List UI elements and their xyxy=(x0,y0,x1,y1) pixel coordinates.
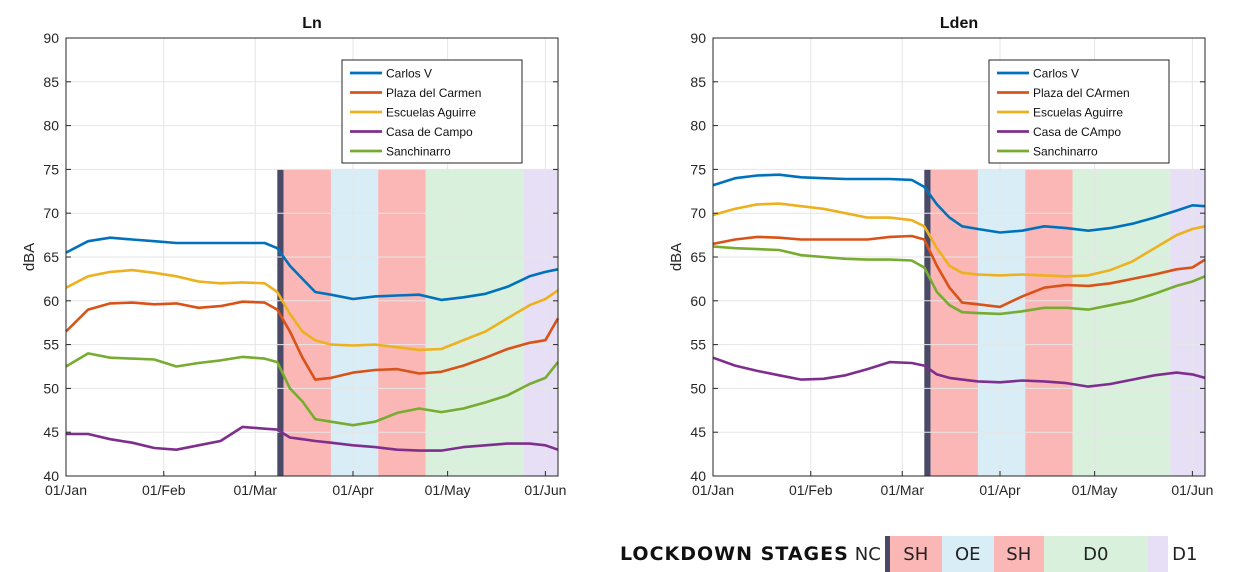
stage-oe: OE xyxy=(941,536,994,572)
x-tick-label: 01/Apr xyxy=(332,482,374,498)
x-tick-label: 01/Mar xyxy=(233,482,277,498)
stage-d0: D0 xyxy=(1043,536,1148,572)
stage-band-d0 xyxy=(1072,169,1171,476)
legend-entry: Casa de Campo xyxy=(386,125,473,139)
x-tick-label: 01/Mar xyxy=(880,482,924,498)
legend-entry: Casa de CAmpo xyxy=(1033,125,1121,139)
y-tick-label: 45 xyxy=(690,424,706,440)
legend: Carlos V Plaza del Carmen Escuelas Aguirre… xyxy=(341,59,523,164)
stage-band-d0 xyxy=(425,169,524,476)
x-tick-label: 01/May xyxy=(425,482,471,498)
series-line-carlos-v xyxy=(65,236,559,302)
legend-entry: Plaza del CArmen xyxy=(1033,86,1130,100)
y-tick-label: 75 xyxy=(43,161,59,177)
legend-entry: Escuelas Aguirre xyxy=(1033,106,1123,120)
series-line-escuelas-aguirre xyxy=(65,268,559,352)
y-tick-label: 45 xyxy=(43,424,59,440)
stage-band-d1 xyxy=(523,169,558,476)
stage-band-oe xyxy=(977,169,1026,476)
stage-nc-label: NC xyxy=(854,543,881,565)
y-tick-label: 70 xyxy=(43,205,59,221)
lockdown-stages-title: LOCKDOWN STAGES xyxy=(620,543,849,565)
legend-entry: Carlos V xyxy=(1033,67,1079,81)
y-tick-label: 50 xyxy=(43,380,59,396)
legend-entry: Escuelas Aguirre xyxy=(386,106,476,120)
x-tick-label: 01/May xyxy=(1072,482,1118,498)
stage-band-d1 xyxy=(1170,169,1205,476)
y-tick-label: 75 xyxy=(690,161,706,177)
stage-band-oe xyxy=(330,169,379,476)
x-tick-label: 01/Feb xyxy=(789,482,833,498)
legend-entry: Carlos V xyxy=(386,67,432,81)
y-tick-label: 90 xyxy=(690,30,706,46)
series-line-sanchinarro xyxy=(65,352,560,427)
series-line-escuelas-aguirre xyxy=(712,202,1206,278)
y-tick-label: 90 xyxy=(43,30,59,46)
stage-sh-1: SH xyxy=(889,536,942,572)
x-tick-label: 01/Jan xyxy=(45,482,87,498)
x-tick-label: 01/Feb xyxy=(142,482,186,498)
y-tick-label: 40 xyxy=(690,468,706,484)
stage-band-nc xyxy=(924,169,931,476)
series-line-casa-de-campo xyxy=(66,425,559,452)
stage-band-sh xyxy=(283,169,331,476)
y-tick-label: 40 xyxy=(43,468,59,484)
lockdown-stages-key: LOCKDOWN STAGES NC SH OE SH D0 D1 xyxy=(620,536,1202,572)
legend-entry: Plaza del Carmen xyxy=(386,86,481,100)
y-tick-label: 50 xyxy=(690,380,706,396)
chart-panel-ln: 40 45 50 55 60 65 70 75 80 85 90 01/Jan 01/Feb 01/Mar… xyxy=(21,15,566,498)
y-tick-label: 55 xyxy=(690,337,706,353)
y-tick-label: 65 xyxy=(43,249,59,265)
series-line-casa-de-campo xyxy=(712,356,1206,388)
legend-entry: Sanchinarro xyxy=(1033,145,1098,159)
stage-band-sh xyxy=(378,169,426,476)
y-tick-label: 85 xyxy=(690,74,706,90)
series-line-plaza-del-carmen xyxy=(65,300,560,381)
y-tick-label: 80 xyxy=(43,118,59,134)
x-tick-label: 01/Jun xyxy=(1171,482,1213,498)
figure: 40 45 50 55 60 65 70 75 80 85 90 01/Jan 01/Feb 01/Mar… xyxy=(21,15,1213,498)
series-line-carlos-v xyxy=(712,173,1206,234)
stage-band-sh xyxy=(1025,169,1073,476)
chart-panel-lden: 40 45 50 55 60 65 70 75 80 85 90 01/Jan 01/Feb 01/Mar… xyxy=(668,15,1213,498)
stage-band-nc xyxy=(277,169,284,476)
chart-title: Lden xyxy=(940,15,978,32)
x-tick-label: 01/Apr xyxy=(979,482,1021,498)
x-tick-label: 01/Jan xyxy=(692,482,734,498)
y-tick-label: 60 xyxy=(690,293,706,309)
y-axis-label: dBA xyxy=(21,243,38,271)
y-tick-label: 55 xyxy=(43,337,59,353)
legend: Carlos V Plaza del CArmen Escuelas Aguirre… xyxy=(988,59,1170,164)
y-tick-label: 80 xyxy=(690,118,706,134)
y-tick-label: 65 xyxy=(690,249,706,265)
stage-band-sh xyxy=(930,169,978,476)
y-tick-label: 70 xyxy=(690,205,706,221)
y-tick-label: 85 xyxy=(43,74,59,90)
y-tick-label: 60 xyxy=(43,293,59,309)
series-line-sanchinarro xyxy=(712,245,1206,316)
legend-entry: Sanchinarro xyxy=(386,145,451,159)
series-line-plaza-del-carmen xyxy=(712,234,1206,309)
stage-d1-swatch xyxy=(1147,536,1168,572)
y-axis-label: dBA xyxy=(668,243,685,271)
x-tick-label: 01/Jun xyxy=(524,482,566,498)
chart-title: Ln xyxy=(302,15,322,32)
stage-sh-2: SH xyxy=(993,536,1044,572)
stage-d1-label: D1 xyxy=(1172,543,1198,565)
stage-nc-swatch xyxy=(884,536,890,572)
